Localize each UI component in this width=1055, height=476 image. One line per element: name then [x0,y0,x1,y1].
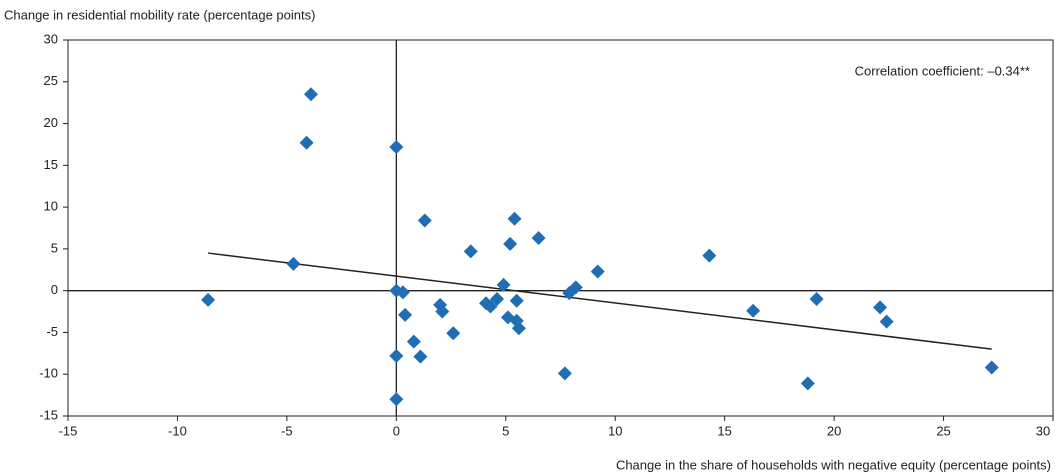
y-axis-label: Change in residential mobility rate (per… [4,7,315,22]
plot-frame [67,39,1054,417]
y-tick-label: -10 [39,366,58,381]
point [702,248,717,263]
point [483,299,498,314]
point [201,292,216,307]
y-tick-label: 20 [44,115,58,130]
point [303,87,318,102]
point [809,292,824,307]
point [389,392,404,407]
y-tick-label: 0 [51,282,58,297]
point [395,285,410,300]
y-tick-label: 25 [44,73,58,88]
x-tick-label: 15 [717,423,731,438]
y-tick-label: -5 [46,324,58,339]
point [463,244,478,259]
y-tick-label: 10 [44,199,58,214]
x-tick-label: -5 [281,423,293,438]
point [531,231,546,246]
point [398,307,413,322]
x-tick-label: 10 [608,423,622,438]
y-tick-label: 15 [44,157,58,172]
y-tick-label: 30 [44,31,58,46]
point [746,303,761,318]
point [879,314,894,329]
x-tick-label: 5 [502,423,509,438]
point [413,349,428,364]
point [389,139,404,154]
point [590,264,605,279]
x-tick-label: -15 [59,423,78,438]
x-tick-label: 25 [936,423,950,438]
x-tick-label: 20 [827,423,841,438]
point [511,321,526,336]
y-tick-label: -15 [39,407,58,422]
point [568,280,583,295]
x-tick-label: 0 [393,423,400,438]
x-tick-label: 30 [1036,423,1050,438]
annotation: Correlation coefficient: –0.34** [855,63,1030,78]
point [509,293,524,308]
x-axis-label: Change in the share of households with n… [616,457,1051,472]
point [299,135,314,150]
point [503,236,518,251]
point [435,304,450,319]
y-tick-label: 5 [51,240,58,255]
point [446,326,461,341]
point [507,211,522,226]
point [490,292,505,307]
point [873,300,888,315]
point [389,348,404,363]
point [496,277,511,292]
point [557,366,572,381]
point [417,213,432,228]
trend-line [207,252,992,350]
point [984,360,999,375]
point [800,376,815,391]
x-tick-label: -10 [168,423,187,438]
point [286,256,301,271]
point [406,334,421,349]
